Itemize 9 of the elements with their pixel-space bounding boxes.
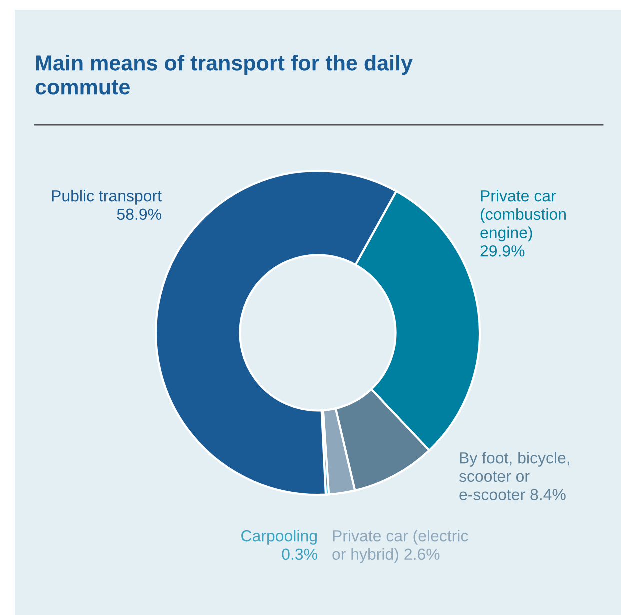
data-label: 29.9% xyxy=(480,246,525,257)
data-label: 0.3% xyxy=(282,548,318,560)
chart-title: Main means of transport for the daily commute xyxy=(36,55,413,95)
slice-label: Private car (combustion engine) xyxy=(480,190,566,242)
slice-label: By foot, bicycle, scooter or e-scooter 8.4% xyxy=(459,452,570,500)
data-label: 58.9% xyxy=(117,208,162,220)
slice-label: Carpooling xyxy=(242,530,317,545)
slice-label: Public transport xyxy=(52,190,162,205)
slice-label: Private car (electric or hybrid) 2.6% xyxy=(332,530,468,564)
